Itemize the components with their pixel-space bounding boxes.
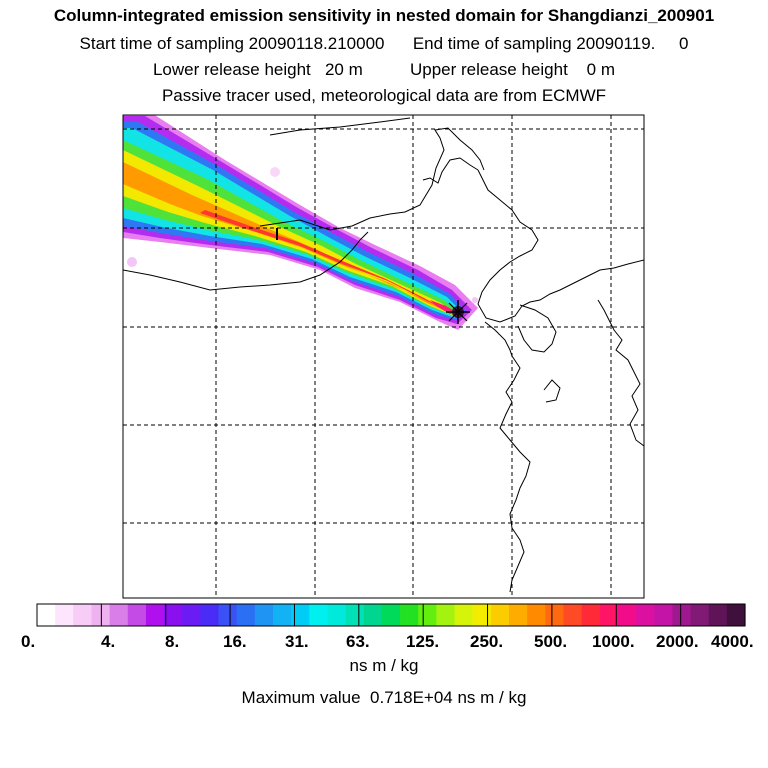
plume-layer-pink — [430, 300, 458, 314]
colorbar-tick: 1000. — [592, 632, 635, 651]
colorbar-swatch — [708, 604, 728, 626]
coast-line-bohai — [422, 157, 479, 184]
colorbar-swatch — [109, 604, 129, 626]
colorbar-swatch — [418, 604, 437, 626]
patch-west — [127, 257, 137, 267]
colorbar-frame — [36, 603, 746, 627]
plot-title: Column-integrated emission sensitivity i… — [53, 6, 715, 25]
map-frame — [122, 114, 645, 599]
colorbar-tick: 63. — [346, 632, 370, 651]
colorbar-swatch — [218, 604, 238, 626]
colorbar-swatch — [145, 604, 165, 626]
colorbar-swatch — [55, 604, 74, 626]
coast-line-liaodong — [484, 321, 531, 593]
colorbar-swatch — [563, 604, 583, 626]
coast-line-islands — [543, 379, 561, 403]
colorbar-swatch — [581, 604, 601, 626]
patch-east — [472, 297, 478, 303]
plume-layer-red — [200, 210, 452, 313]
plume-layer-green — [123, 140, 458, 316]
colorbar-tick: 31. — [285, 632, 309, 651]
patch-north — [270, 167, 280, 177]
colorbar-swatch — [454, 604, 474, 626]
colorbar-swatch — [309, 604, 329, 626]
colorbar-swatch — [236, 604, 256, 626]
colorbar-swatch — [200, 604, 220, 626]
colorbar-swatch — [654, 604, 673, 626]
colorbar-swatch — [400, 604, 419, 626]
colorbar-swatch — [672, 604, 692, 626]
coastlines — [123, 117, 644, 593]
border-line-main — [123, 231, 369, 291]
colorbar-swatch — [599, 604, 619, 626]
colorbar-swatch — [381, 604, 401, 626]
colorbar-swatch — [363, 604, 383, 626]
colorbar-swatch — [254, 604, 274, 626]
tracer-info-line: Passive tracer used, meteorological data… — [161, 86, 607, 105]
colorbar-tick: 4000. — [711, 632, 754, 651]
receptor-marker — [446, 300, 470, 324]
plume-layer-orange — [123, 162, 454, 314]
colorbar-swatch — [636, 604, 655, 626]
colorbar-swatch — [37, 604, 56, 626]
colorbar-swatch — [91, 604, 111, 626]
colorbar-swatch — [545, 604, 565, 626]
coast-line-inner — [517, 304, 557, 353]
colorbar-swatch — [164, 604, 183, 626]
colorbar-swatch — [345, 604, 365, 626]
colorbar-tick: 8. — [165, 632, 180, 651]
colorbar-swatch — [182, 604, 201, 626]
colorbar-swatch — [490, 604, 510, 626]
colorbar-tick: 2000. — [656, 632, 699, 651]
colorbar-swatch — [436, 604, 456, 626]
river-line-north — [269, 117, 411, 136]
colorbar-tick: 0. — [21, 632, 36, 651]
colorbar-swatch — [127, 604, 147, 626]
colorbar — [36, 603, 746, 627]
colorbar-swatch — [73, 604, 93, 626]
sampling-time-line: Start time of sampling 20090118.210000 E… — [79, 34, 689, 53]
colorbar-swatch — [509, 604, 528, 626]
colorbar-swatch — [617, 604, 637, 626]
colorbar-units: ns m / kg — [349, 656, 419, 675]
release-height-line: Lower release height 20 m Upper release … — [152, 60, 616, 79]
colorbar-swatch — [690, 604, 710, 626]
colorbar-tick: 250. — [470, 632, 504, 651]
maximum-value: Maximum value 0.718E+04 ns m / kg — [241, 688, 527, 707]
colorbar-swatch — [472, 604, 492, 626]
coast-line-north — [259, 127, 485, 231]
colorbar-tick: 500. — [534, 632, 568, 651]
coast-line-peninsula — [597, 299, 644, 447]
colorbar-swatch — [273, 604, 292, 626]
receptor-cross-d2 — [448, 302, 468, 322]
coast-line-east — [477, 169, 644, 323]
colorbar-swatch — [291, 604, 310, 626]
colorbar-swatch — [527, 604, 546, 626]
colorbar-swatch — [726, 604, 746, 626]
sensitivity-field — [123, 115, 478, 330]
colorbar-tick: 4. — [101, 632, 116, 651]
colorbar-swatch — [327, 604, 347, 626]
colorbar-tick: 125. — [406, 632, 440, 651]
colorbar-tick: 16. — [223, 632, 247, 651]
